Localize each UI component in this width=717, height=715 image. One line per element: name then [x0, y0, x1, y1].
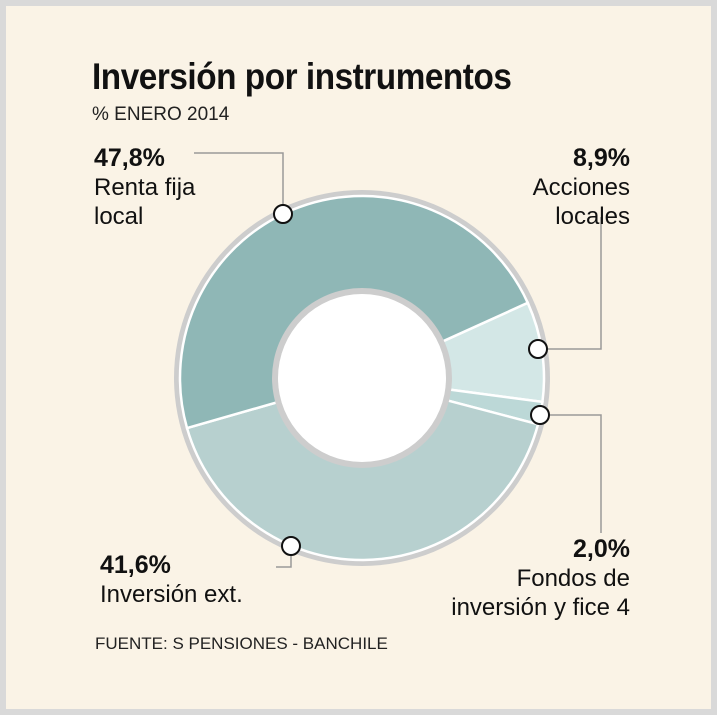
chart-title: Inversión por instrumentos: [92, 56, 512, 97]
slice-name-line: local: [94, 203, 144, 230]
donut-hole: [278, 294, 446, 462]
slice-name-line: Renta fija: [94, 174, 196, 201]
slice-percent-label: 47,8%: [94, 144, 165, 172]
chart-subtitle: % ENERO 2014: [92, 104, 230, 125]
chart-source: FUENTE: S PENSIONES - BANCHILE: [95, 634, 388, 653]
slice-percent-label: 8,9%: [573, 144, 630, 172]
label-renta-fija-local: 47,8% Renta fija local: [94, 144, 195, 231]
slice-name-line: Fondos de: [516, 565, 630, 592]
slice-name-line: Inversión ext.: [100, 581, 243, 608]
leader-line: [538, 217, 602, 350]
leader-marker: [273, 204, 293, 224]
leader-marker: [281, 536, 301, 556]
leader-line: [540, 414, 602, 533]
label-acciones-locales: 8,9% Acciones locales: [533, 144, 630, 231]
label-fondos-inversion: 2,0% Fondos de inversión y fice 4: [451, 535, 630, 622]
label-inversion-ext: 41,6% Inversión ext.: [100, 551, 243, 609]
slice-name-line: locales: [555, 203, 630, 230]
leader-marker: [530, 405, 550, 425]
slice-name-line: Acciones: [532, 174, 630, 201]
slice-percent-label: 2,0%: [573, 535, 630, 563]
leader-marker: [528, 339, 548, 359]
slice-percent-label: 41,6%: [100, 551, 171, 579]
slice-name-line: inversión y fice 4: [451, 594, 630, 621]
leader-line: [194, 152, 284, 214]
